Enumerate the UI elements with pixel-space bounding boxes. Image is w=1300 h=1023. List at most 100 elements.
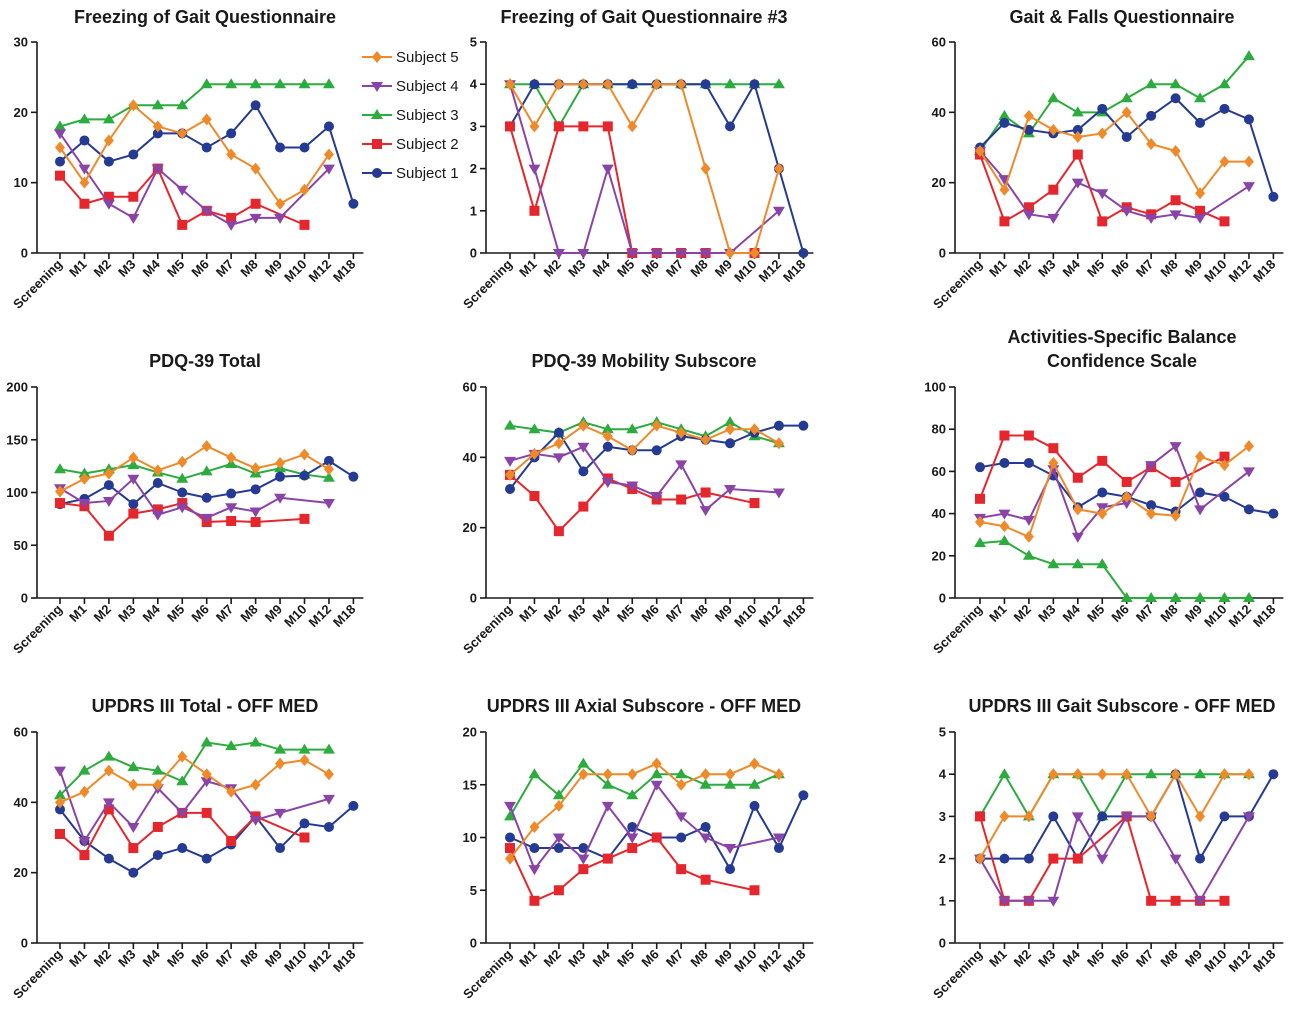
- legend-label: Subject 3: [396, 107, 459, 124]
- data-point: [275, 843, 286, 854]
- data-point: [226, 128, 237, 139]
- data-point: [773, 162, 784, 175]
- data-point: [225, 503, 238, 514]
- data-point: [1145, 592, 1158, 602]
- data-point: [177, 455, 188, 468]
- data-point: [55, 485, 65, 498]
- chart-title: UPDRS III Axial Subscore - OFF MED: [487, 696, 801, 716]
- data-point: [998, 109, 1011, 120]
- data-point: [151, 164, 164, 175]
- x-tick-label: M6: [638, 257, 661, 280]
- data-point: [299, 832, 310, 843]
- data-point: [1194, 505, 1207, 516]
- data-point: [1145, 768, 1158, 779]
- legend: Subject 5 Subject 4 Subject 3 Subject 2 Subj…: [362, 49, 459, 182]
- series-line: [979, 55, 1250, 152]
- data-point: [602, 441, 613, 452]
- data-point: [323, 148, 334, 161]
- data-point: [299, 513, 310, 524]
- data-point: [201, 492, 212, 503]
- legend-entry-s5: Subject 5: [362, 49, 459, 66]
- y-tick-label: 0: [21, 936, 28, 951]
- series-line: [979, 773, 1249, 818]
- x-tick-label: M18: [330, 602, 358, 630]
- y-tick-label: 4: [470, 77, 478, 92]
- data-point: [1169, 78, 1182, 89]
- data-point: [505, 468, 515, 481]
- data-point: [1023, 457, 1034, 468]
- legend-marker: [372, 51, 382, 63]
- data-point: [998, 509, 1011, 520]
- data-point: [1219, 103, 1230, 114]
- data-point: [1146, 895, 1157, 906]
- y-tick-label: 2: [939, 851, 946, 866]
- data-point: [676, 426, 687, 439]
- series-s5: [975, 106, 1254, 200]
- legend-marker: [371, 82, 383, 92]
- data-point: [275, 142, 286, 153]
- x-tick-label: M2: [541, 602, 564, 625]
- data-point: [1023, 430, 1034, 441]
- series-s4: [54, 474, 335, 524]
- data-point: [553, 799, 564, 812]
- data-point: [975, 493, 985, 504]
- data-point: [128, 191, 139, 202]
- x-tick-label: M10: [731, 947, 759, 975]
- data-point: [1170, 768, 1181, 781]
- x-tick-label: M7: [663, 947, 686, 970]
- data-point: [650, 492, 663, 503]
- data-point: [1096, 189, 1109, 200]
- data-point: [1219, 811, 1230, 822]
- data-point: [577, 854, 590, 865]
- data-point: [299, 142, 310, 153]
- y-tick-label: 0: [939, 936, 946, 951]
- series-s2: [505, 121, 760, 258]
- data-point: [1048, 768, 1059, 781]
- data-point: [999, 117, 1010, 128]
- chart-panel-8: UPDRS III Axial Subscore - OFF MED 0 5 10 15…: [460, 696, 814, 1002]
- data-point: [103, 191, 114, 202]
- data-point: [200, 777, 213, 788]
- x-tick-label: M8: [237, 602, 260, 625]
- x-tick-label: M18: [1250, 257, 1278, 285]
- series-line: [59, 808, 305, 857]
- data-point: [651, 832, 662, 843]
- data-point: [55, 170, 65, 181]
- series-s3: [54, 736, 335, 800]
- data-point: [700, 433, 711, 446]
- data-point: [275, 757, 286, 770]
- data-point: [79, 198, 90, 209]
- y-tick-label: 60: [932, 464, 946, 479]
- data-point: [1121, 476, 1132, 487]
- x-tick-label: M6: [638, 947, 661, 970]
- data-point: [504, 801, 516, 812]
- data-point: [250, 462, 261, 475]
- x-tick-label: M5: [1084, 947, 1107, 970]
- data-point: [725, 423, 736, 436]
- data-point: [724, 484, 737, 495]
- data-point: [1071, 558, 1084, 569]
- data-point: [275, 197, 286, 210]
- data-point: [772, 206, 785, 217]
- x-tick-label: M5: [164, 947, 187, 970]
- x-tick-label: M4: [140, 601, 164, 625]
- x-tick-label: M3: [115, 602, 138, 625]
- x-tick-label: M8: [687, 257, 710, 280]
- y-tick-label: 5: [470, 883, 477, 898]
- data-point: [152, 120, 163, 133]
- series-line: [59, 167, 305, 226]
- chart-panel-3: Gait & Falls Questionnaire 0 20 40 60 Screeni…: [930, 7, 1284, 312]
- x-tick-label: M18: [780, 602, 808, 630]
- x-tick-label: M18: [1250, 602, 1278, 630]
- data-point: [651, 445, 662, 456]
- data-point: [553, 437, 564, 450]
- data-point: [348, 471, 359, 482]
- x-tick-label: Screening: [10, 946, 65, 1001]
- y-tick-label: 100: [6, 485, 28, 500]
- data-point: [348, 800, 359, 811]
- data-point: [1097, 216, 1108, 227]
- data-point: [102, 199, 115, 210]
- x-tick-label: M3: [565, 947, 588, 970]
- data-point: [577, 442, 590, 453]
- data-point: [322, 164, 335, 175]
